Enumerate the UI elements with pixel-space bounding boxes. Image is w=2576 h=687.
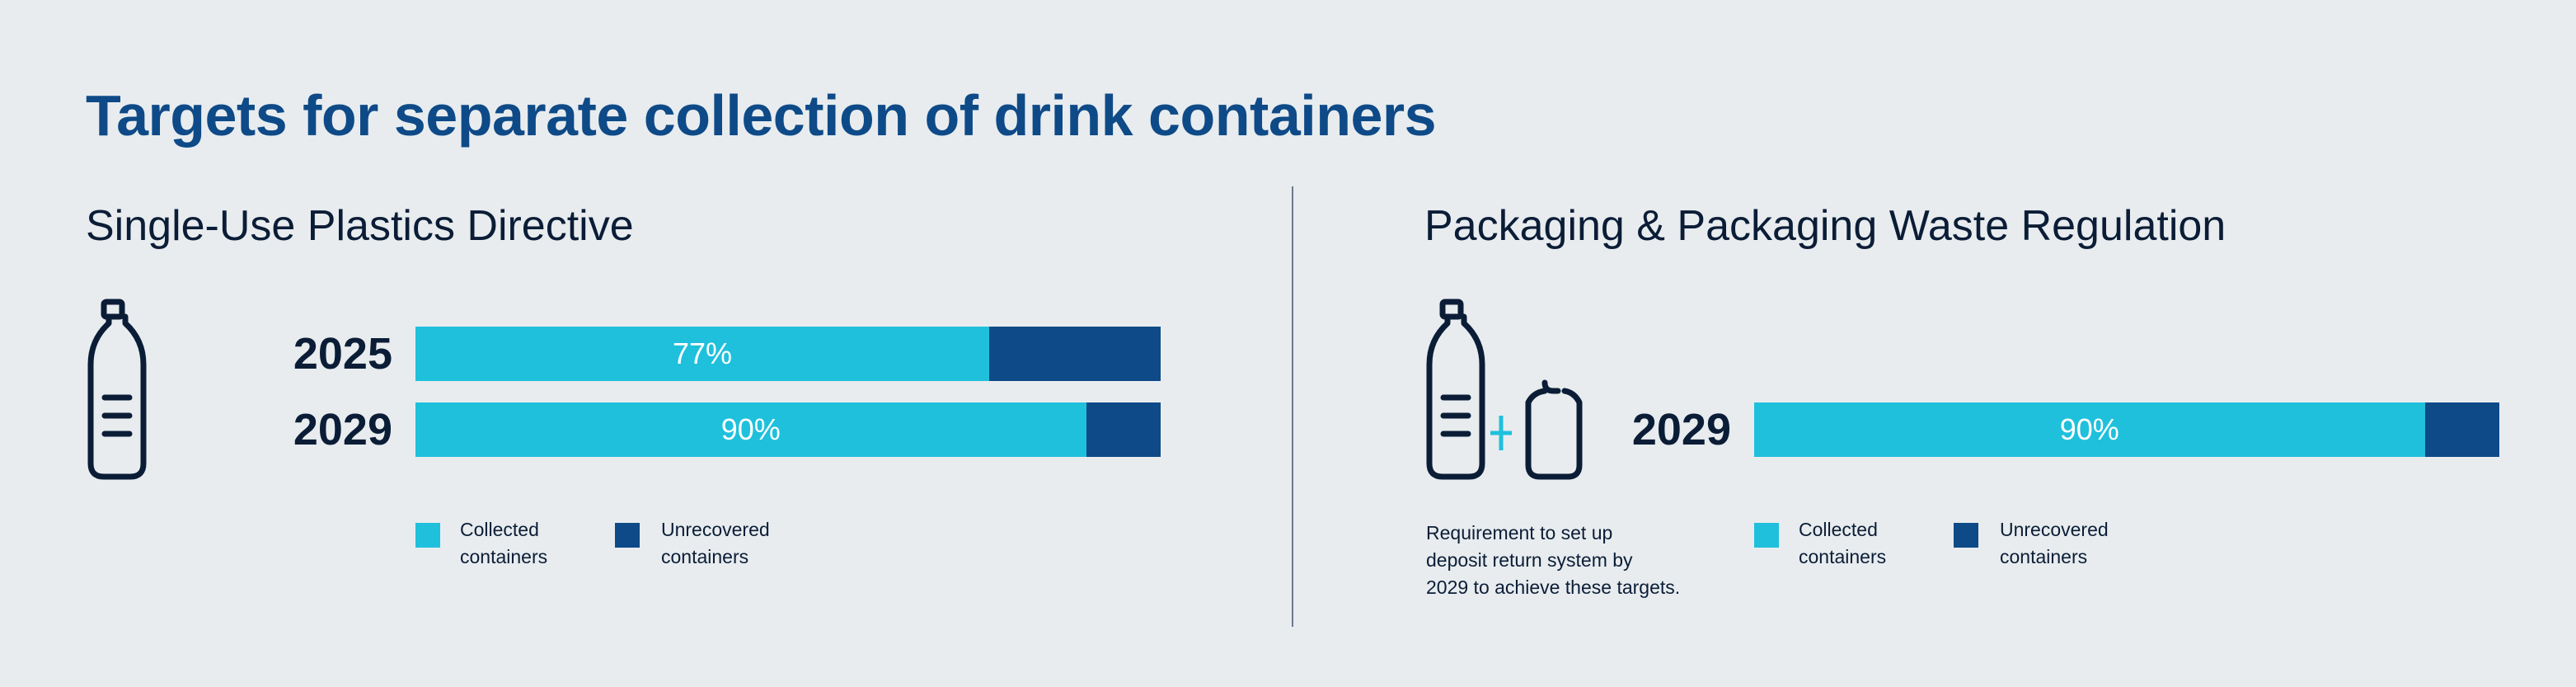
bar-segment-collected bbox=[415, 327, 990, 381]
bar-segment-unrecovered bbox=[1086, 402, 1161, 457]
bar-2029: 90% bbox=[415, 402, 1161, 457]
legend-swatch-collected bbox=[415, 523, 440, 548]
data-label: 90% bbox=[2059, 412, 2119, 446]
bar-segment-unrecovered bbox=[2424, 402, 2499, 457]
legend-swatch-collected bbox=[1754, 523, 1779, 548]
legend-swatch-unrecovered bbox=[615, 523, 640, 548]
bottle-icon bbox=[1426, 299, 1485, 480]
data-label: 90% bbox=[720, 412, 781, 446]
bar-segment-collected bbox=[415, 402, 1086, 457]
legend-label-unrecovered: Unrecovered containers bbox=[2000, 519, 2109, 567]
bar-2029: 90% bbox=[1754, 402, 2499, 457]
page-title: Targets for separate collection of drink… bbox=[86, 83, 1437, 148]
legend-label-unrecovered: Unrecovered containers bbox=[661, 519, 770, 567]
right-subtitle: Packaging & Packaging Waste Regulation bbox=[1424, 202, 2226, 250]
year-label: 2029 bbox=[293, 405, 392, 454]
bar-segment-collected bbox=[1754, 402, 2425, 457]
left-subtitle: Single-Use Plastics Directive bbox=[86, 202, 634, 250]
bar-2025: 77% bbox=[415, 327, 1161, 381]
plus-icon bbox=[1490, 416, 1512, 450]
bar-segment-unrecovered bbox=[989, 327, 1161, 381]
can-icon bbox=[1525, 379, 1583, 480]
legend-label-collected: Collected containers bbox=[1799, 519, 1887, 567]
divider bbox=[1292, 186, 1293, 627]
year-label: 2029 bbox=[1631, 405, 1731, 454]
year-label: 2025 bbox=[293, 329, 392, 379]
legend-label-collected: Collected containers bbox=[460, 519, 548, 567]
note-text: Requirement to set up deposit return syst… bbox=[1426, 522, 1681, 598]
bottle-icon bbox=[87, 299, 147, 480]
legend-swatch-unrecovered bbox=[1954, 523, 1978, 548]
data-label: 77% bbox=[673, 336, 733, 370]
